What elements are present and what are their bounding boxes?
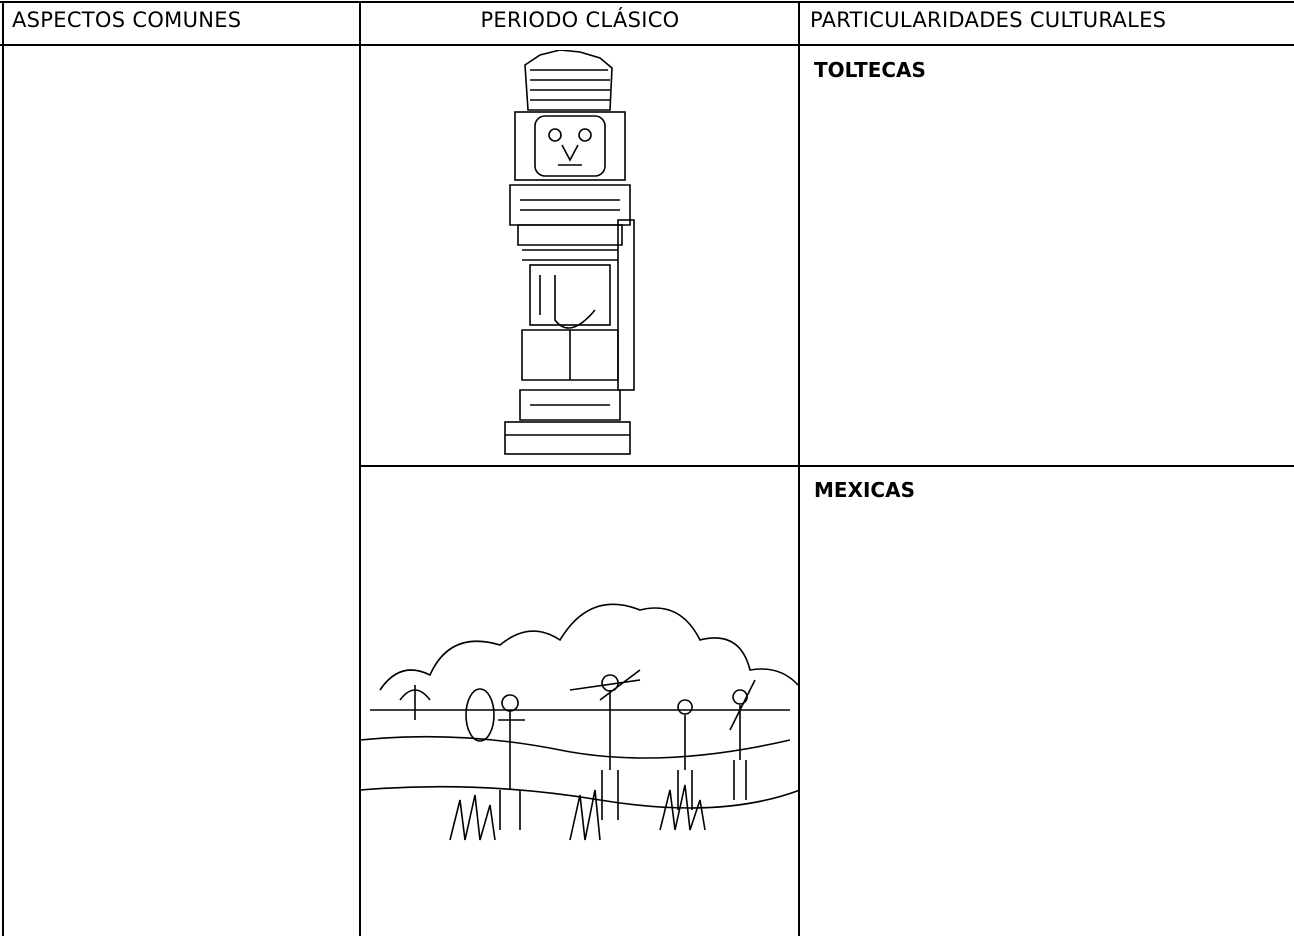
section-title: TOLTECAS [814, 58, 926, 82]
column-header: ASPECTOS COMUNES [12, 8, 242, 32]
column-header: PARTICULARIDADES CULTURALES [810, 8, 1167, 32]
border [2, 1, 4, 936]
border [359, 1, 361, 936]
border [0, 1, 1294, 3]
landscape-illustration [360, 603, 800, 841]
border [0, 44, 1294, 46]
border [798, 1, 800, 936]
border [359, 465, 1294, 467]
column-header: PERIODO CLÁSICO [480, 8, 680, 32]
section-title: MEXICAS [814, 478, 915, 502]
statue-illustration [504, 50, 635, 455]
